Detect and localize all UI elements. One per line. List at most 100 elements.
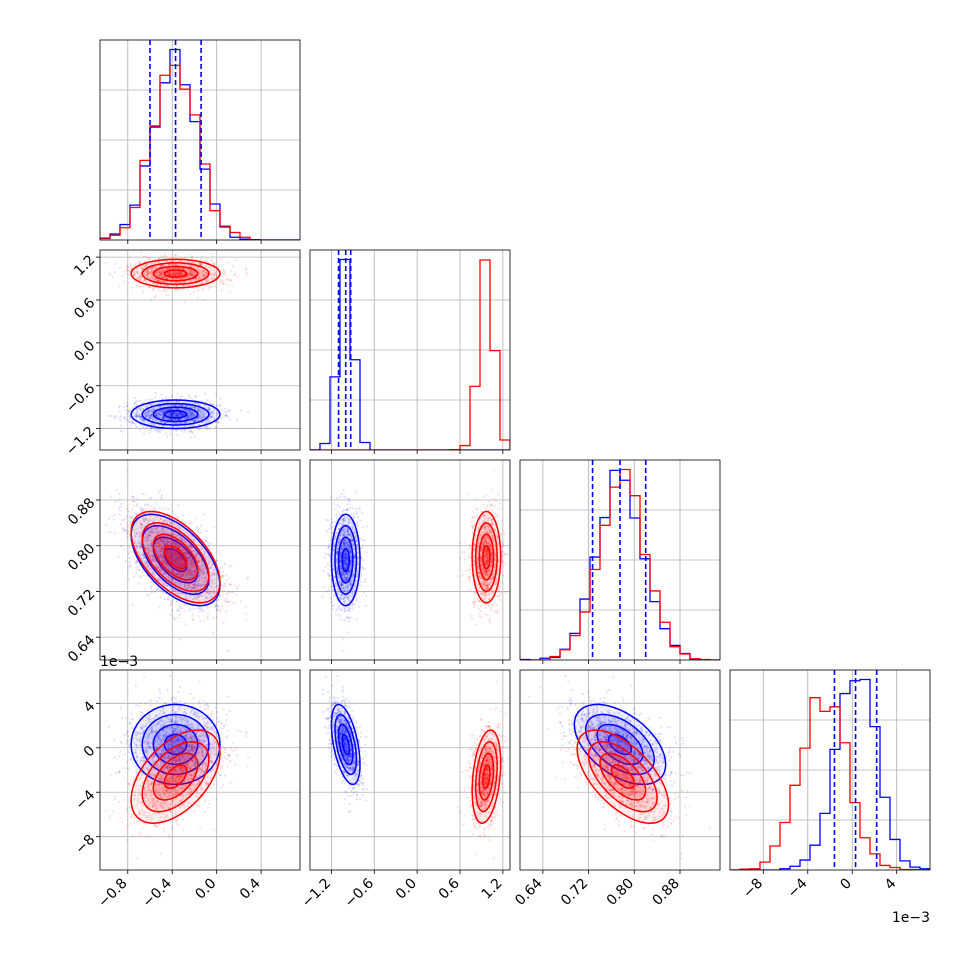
sample-point xyxy=(192,405,195,408)
sample-point xyxy=(126,401,129,404)
sample-point xyxy=(208,602,211,605)
sample-point xyxy=(154,418,157,421)
sample-point xyxy=(137,414,140,417)
sample-point xyxy=(212,631,215,634)
sample-point xyxy=(150,414,153,417)
sample-point xyxy=(227,409,230,412)
sample-point xyxy=(162,416,165,419)
sample-point xyxy=(246,271,249,274)
sample-point xyxy=(204,425,207,428)
sample-point xyxy=(126,469,129,472)
sample-point xyxy=(147,275,150,278)
sample-point xyxy=(186,274,189,277)
sample-point xyxy=(128,420,131,423)
sample-point xyxy=(164,277,167,280)
sample-point xyxy=(161,420,164,423)
sample-point xyxy=(202,275,205,278)
sample-point xyxy=(197,409,200,413)
sample-point xyxy=(121,527,124,530)
sample-point xyxy=(185,284,188,287)
sample-point xyxy=(136,283,139,286)
sample-point xyxy=(188,284,191,287)
sample-point xyxy=(175,414,178,417)
sample-point xyxy=(189,405,192,408)
sample-point xyxy=(187,268,190,271)
sample-point xyxy=(198,409,201,412)
sample-point xyxy=(206,425,209,428)
sample-point xyxy=(224,283,227,286)
sample-point xyxy=(140,251,143,254)
sample-point xyxy=(144,413,147,416)
sample-point xyxy=(159,489,162,492)
sample-point xyxy=(143,412,146,415)
sample-point xyxy=(204,421,207,424)
sample-point xyxy=(160,421,163,424)
sample-point xyxy=(162,508,165,511)
sample-point xyxy=(205,427,208,431)
sample-point xyxy=(188,273,191,277)
sample-point xyxy=(172,411,175,414)
sample-point xyxy=(170,414,173,417)
sample-point xyxy=(215,260,218,263)
sample-point xyxy=(166,417,169,420)
sample-point xyxy=(197,408,200,411)
sample-point xyxy=(190,410,193,413)
sample-point xyxy=(179,413,182,416)
sample-point xyxy=(163,289,166,292)
sample-point xyxy=(125,528,128,531)
sample-point xyxy=(174,413,177,416)
sample-point xyxy=(139,278,142,281)
sample-point xyxy=(193,435,197,438)
sample-point xyxy=(197,428,200,431)
sample-point xyxy=(142,574,145,577)
sample-point xyxy=(158,269,161,272)
sample-point xyxy=(133,500,136,503)
sample-point xyxy=(170,413,173,416)
sample-point xyxy=(134,271,137,274)
sample-point xyxy=(108,272,111,275)
sample-point xyxy=(144,411,148,414)
sample-point xyxy=(118,416,121,419)
sample-point xyxy=(135,504,139,507)
sample-point xyxy=(187,417,190,420)
sample-point xyxy=(185,409,188,412)
sample-point xyxy=(181,413,184,416)
sample-point xyxy=(181,421,184,424)
sample-point xyxy=(169,418,172,421)
sample-point xyxy=(182,413,185,417)
sample-point xyxy=(152,407,155,410)
sample-point xyxy=(171,418,174,422)
sample-point xyxy=(128,510,131,513)
sample-point xyxy=(144,398,147,402)
sample-point xyxy=(129,521,132,524)
sample-point xyxy=(201,274,204,277)
sample-point xyxy=(192,410,195,413)
sample-point xyxy=(138,277,142,280)
sample-point xyxy=(219,403,222,406)
sample-point xyxy=(134,402,137,405)
sample-point xyxy=(217,266,220,269)
sample-point xyxy=(240,599,243,603)
sample-point xyxy=(169,404,172,407)
sample-point xyxy=(145,411,148,414)
sample-point xyxy=(203,425,207,428)
density-contour xyxy=(163,409,188,419)
sample-point xyxy=(147,410,150,413)
sample-point xyxy=(170,412,173,415)
sample-point xyxy=(147,409,150,412)
sample-point xyxy=(177,425,180,428)
sample-point xyxy=(187,284,190,287)
sample-point xyxy=(165,409,168,412)
sample-point xyxy=(150,273,153,276)
sample-point xyxy=(175,429,178,432)
sample-point xyxy=(178,418,181,421)
sample-point xyxy=(171,418,174,421)
sample-point xyxy=(199,408,202,411)
sample-point xyxy=(172,270,176,273)
sample-point xyxy=(203,414,206,417)
sample-point xyxy=(123,415,126,418)
sample-point xyxy=(221,574,225,577)
sample-point xyxy=(128,269,131,273)
sample-point xyxy=(191,402,194,405)
sample-point xyxy=(233,272,237,276)
